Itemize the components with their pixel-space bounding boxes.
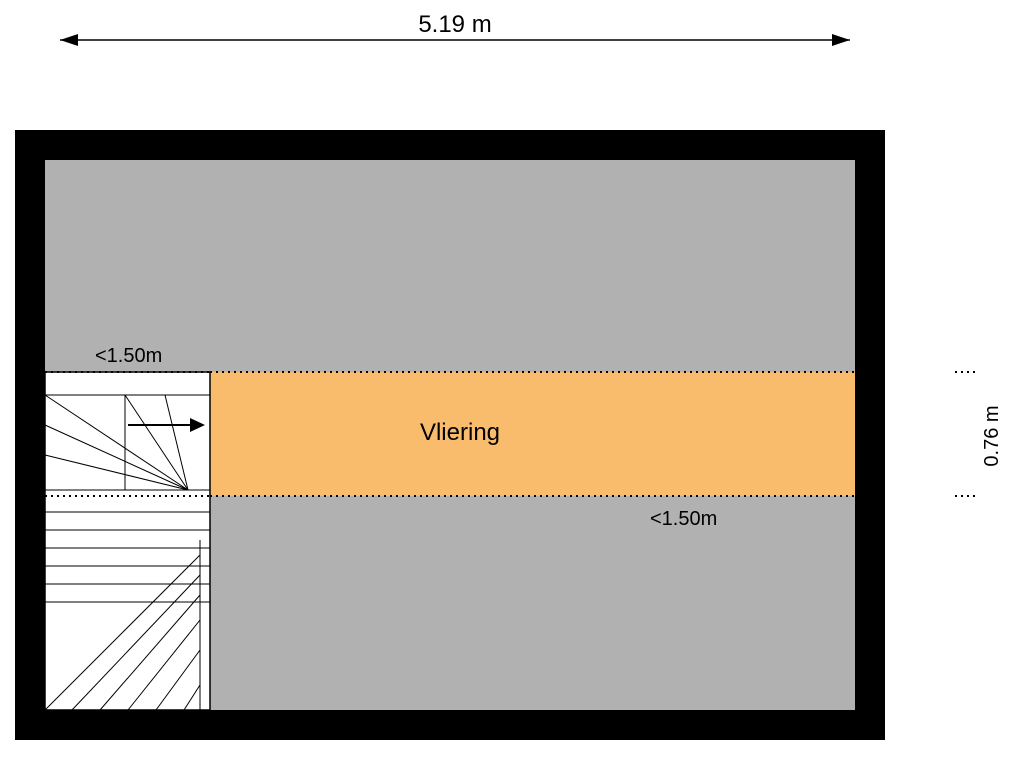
dimension-right: 0.76 m: [955, 372, 1003, 496]
height-label-top: <1.50m: [95, 345, 162, 367]
room-label-vliering: Vliering: [420, 419, 500, 446]
dimension-top-label: 5.19 m: [418, 11, 491, 38]
staircase: [45, 372, 210, 710]
height-label-bottom: <1.50m: [650, 508, 717, 530]
dimension-top: 5.19 m: [60, 11, 850, 46]
floorplan-diagram: 5.19 m 0.76 m: [0, 0, 1024, 768]
dimension-right-label: 0.76 m: [981, 405, 1003, 466]
